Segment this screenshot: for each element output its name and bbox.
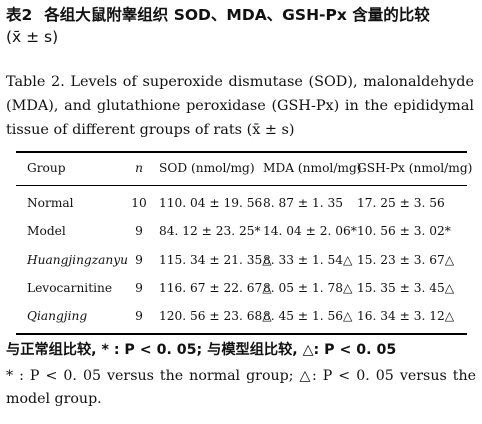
cell-mda: 8. 45 ± 1. 56△ (263, 309, 353, 323)
cell-sod: 116. 67 ± 22. 67△ (159, 281, 272, 295)
footnote-english: * : P < 0. 05 versus the normal group; △… (6, 368, 476, 407)
cell-sod: 115. 34 ± 21. 35△ (159, 253, 272, 267)
table-header-row: Group n SOD (nmol/mg) MDA (nmol/mg) GSH-… (16, 154, 472, 182)
cell-gsh-px: 10. 56 ± 3. 02* (357, 224, 451, 238)
cell-n: 9 (135, 309, 143, 323)
table-header-rule (16, 185, 467, 186)
table-top-rule (16, 151, 467, 153)
cell-group: Levocarnitine (27, 281, 113, 295)
cell-gsh-px: 17. 25 ± 3. 56 (357, 196, 445, 210)
cell-mda: 14. 04 ± 2. 06* (263, 224, 357, 238)
cell-mda: 8. 87 ± 1. 35 (263, 196, 343, 210)
cell-group: Model (27, 224, 66, 238)
cell-n: 10 (131, 196, 147, 210)
cell-sod: 120. 56 ± 23. 68△ (159, 309, 272, 323)
header-group: Group (27, 161, 66, 175)
header-sod: SOD (nmol/mg) (159, 161, 255, 175)
table-row: Levocarnitine 9 116. 67 ± 22. 67△ 8. 05 … (16, 274, 467, 302)
table-title-english: Table 2. Levels of superoxide dismutase … (6, 74, 474, 138)
cell-sod: 84. 12 ± 23. 25* (159, 224, 261, 238)
table-row: Qiangjing 9 120. 56 ± 23. 68△ 8. 45 ± 1.… (16, 302, 467, 330)
header-mda: MDA (nmol/mg) (263, 161, 362, 175)
footnote-chinese: 与正常组比较, * : P < 0. 05; 与模型组比较, △: P < 0.… (6, 342, 397, 358)
cell-sod: 110. 04 ± 19. 56 (159, 196, 263, 210)
cell-n: 9 (135, 281, 143, 295)
table-title-chinese: 表2 各组大鼠附睾组织 SOD、MDA、GSH-Px 含量的比较 (x̄ ± s) (6, 4, 476, 48)
table-title-statistic: (x̄ ± s) (6, 28, 59, 46)
table-row: Normal 10 110. 04 ± 19. 56 8. 87 ± 1. 35… (16, 189, 467, 217)
cell-mda: 8. 33 ± 1. 54△ (263, 253, 353, 267)
cell-mda: 8. 05 ± 1. 78△ (263, 281, 353, 295)
header-n: n (135, 161, 143, 175)
header-gsh-px: GSH-Px (nmol/mg) (357, 161, 473, 175)
cell-gsh-px: 15. 23 ± 3. 67△ (357, 253, 455, 267)
table-number: 表2 (6, 6, 33, 24)
table-row: Huangjingzanyu 9 115. 34 ± 21. 35△ 8. 33… (16, 246, 467, 274)
table-bottom-rule (16, 333, 467, 335)
cell-group: Huangjingzanyu (27, 253, 128, 267)
cell-gsh-px: 15. 35 ± 3. 45△ (357, 281, 455, 295)
cell-n: 9 (135, 253, 143, 267)
cell-group: Qiangjing (27, 309, 88, 323)
cell-group: Normal (27, 196, 74, 210)
table-row: Model 9 84. 12 ± 23. 25* 14. 04 ± 2. 06*… (16, 217, 467, 245)
table-title-text: 各组大鼠附睾组织 SOD、MDA、GSH-Px 含量的比较 (44, 6, 430, 24)
cell-gsh-px: 16. 34 ± 3. 12△ (357, 309, 455, 323)
cell-n: 9 (135, 224, 143, 238)
